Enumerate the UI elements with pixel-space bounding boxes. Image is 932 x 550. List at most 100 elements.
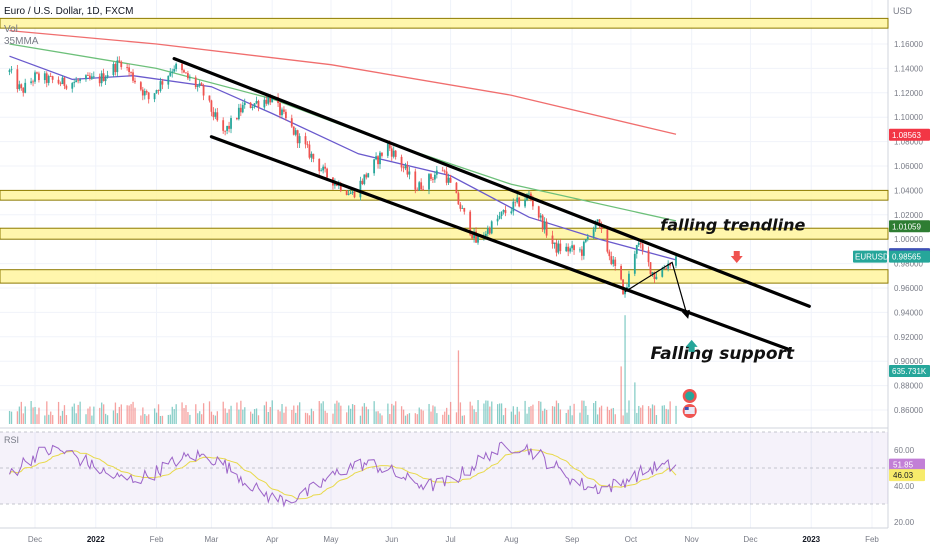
candle-body — [633, 253, 636, 274]
candle-body — [579, 249, 581, 251]
candle-body — [45, 73, 48, 83]
candle-body — [18, 84, 21, 90]
candle-body — [586, 236, 589, 240]
volume-legend[interactable]: Vol — [4, 24, 18, 35]
candle-body — [198, 83, 201, 86]
candle-body — [614, 259, 617, 266]
volume-bar — [304, 412, 307, 424]
volume-bar — [665, 408, 667, 424]
volume-bar — [408, 413, 411, 424]
volume-bar — [542, 410, 544, 424]
volume-bar — [583, 400, 585, 424]
volume-bar — [363, 403, 366, 424]
candle-body — [118, 60, 121, 62]
candle-body — [320, 170, 323, 172]
price-tag — [889, 250, 930, 263]
volume-bar — [596, 414, 599, 424]
candle-body — [173, 68, 176, 72]
volume-bar — [351, 404, 354, 424]
candle-body — [269, 96, 272, 103]
time-tick-label: May — [323, 535, 338, 544]
candle-body — [79, 79, 81, 81]
volume-bar — [489, 406, 491, 424]
candle-body — [580, 249, 583, 256]
time-tick-label: Dec — [28, 535, 42, 544]
volume-bar — [389, 414, 391, 424]
candle-body — [600, 225, 603, 230]
candle-body — [49, 76, 52, 77]
volume-bar — [336, 400, 338, 424]
volume-bar — [263, 405, 266, 424]
volume-bar — [277, 409, 279, 424]
volume-bar — [224, 408, 226, 424]
volume-bar — [457, 350, 460, 424]
volume-bar — [340, 405, 342, 424]
volume-bar — [395, 401, 397, 424]
ma200-line — [9, 29, 677, 135]
volume-bar — [628, 400, 630, 424]
volume-bar — [375, 411, 377, 424]
rsi-ma-line — [9, 448, 677, 500]
price-tick-label: 1.14000 — [894, 64, 923, 73]
candle-body — [414, 171, 417, 190]
volume-bar — [8, 410, 11, 424]
rsi-legend[interactable]: RSI — [4, 435, 20, 445]
volume-bar — [498, 403, 501, 424]
candle-body — [608, 251, 611, 257]
candle-body — [237, 107, 240, 120]
candle-body — [196, 85, 199, 88]
candle-body — [665, 268, 668, 270]
volume-bar — [50, 411, 52, 424]
candle-body — [185, 72, 187, 74]
volume-bar — [199, 411, 201, 424]
volume-bar — [320, 403, 322, 424]
candle-body — [365, 174, 368, 178]
rsi-value-label: 51.85 — [893, 461, 914, 470]
price-tick-label: 1.10000 — [894, 113, 923, 122]
candle-body — [36, 72, 38, 74]
volume-bar — [63, 405, 66, 424]
volume-bar — [377, 411, 379, 424]
candle-body — [224, 130, 227, 132]
volume-bar — [201, 414, 203, 424]
volume-bar — [171, 406, 173, 424]
candle-body — [539, 215, 542, 218]
volume-bar — [308, 415, 311, 424]
candle-body — [85, 75, 87, 80]
candle-body — [514, 201, 517, 203]
volume-bar — [48, 414, 50, 424]
candle-body — [334, 182, 336, 186]
volume-bar — [240, 400, 242, 424]
ma-legend[interactable]: 35MMA — [4, 36, 39, 47]
candle-body — [65, 85, 68, 89]
time-tick-label: Dec — [743, 535, 757, 544]
candle-body — [606, 229, 609, 252]
volume-bar — [271, 400, 273, 424]
volume-bar — [510, 411, 513, 424]
candle-body — [143, 91, 146, 96]
time-tick-label: Feb — [150, 535, 164, 544]
candle-body — [283, 109, 285, 112]
candle-body — [628, 273, 630, 287]
price-tick-label: 0.92000 — [894, 333, 923, 342]
candle-body — [339, 183, 342, 191]
candle-body — [308, 144, 311, 158]
volume-bar — [306, 413, 309, 424]
time-tick-label: Aug — [504, 535, 518, 544]
candle-body — [406, 165, 409, 175]
volume-bar — [420, 409, 422, 424]
candle-body — [435, 170, 438, 175]
symbol-title[interactable]: Euro / U.S. Dollar, 1D, FXCM — [4, 6, 134, 17]
volume-bar — [642, 405, 644, 424]
support-resistance-zone — [0, 189, 889, 201]
volume-bar — [504, 407, 507, 424]
candle-body — [543, 221, 546, 230]
volume-bar — [661, 405, 663, 424]
volume-bar — [538, 400, 540, 424]
volume-bar — [569, 405, 571, 424]
volume-bar — [595, 400, 597, 424]
candle-body — [559, 243, 562, 252]
volume-bar — [183, 408, 185, 424]
time-tick-label: Oct — [625, 535, 638, 544]
